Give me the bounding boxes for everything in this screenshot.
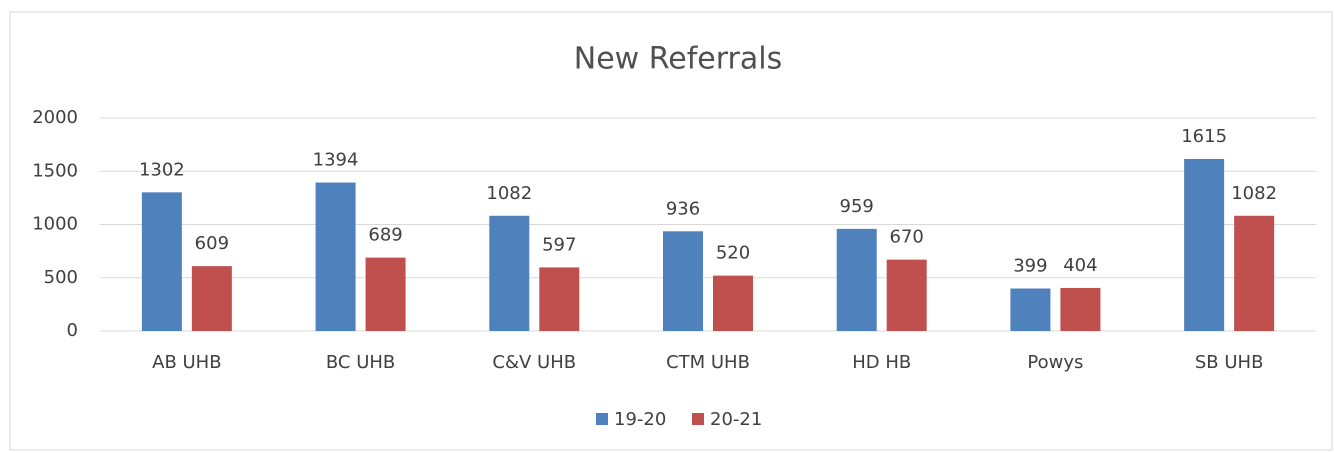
bar xyxy=(886,259,927,331)
bar xyxy=(663,231,703,331)
legend-label: 20-21 xyxy=(710,409,762,430)
chart-title: New Referrals xyxy=(574,42,782,77)
bar xyxy=(1184,159,1225,331)
x-tick-label: HD HB xyxy=(852,352,911,373)
legend-label: 19-20 xyxy=(614,409,666,430)
bar xyxy=(1060,287,1101,331)
legend-swatch xyxy=(596,413,608,425)
data-label: 1302 xyxy=(139,159,185,180)
data-label: 404 xyxy=(1063,255,1097,276)
data-label: 399 xyxy=(1013,256,1047,277)
chart-frame xyxy=(9,11,1333,451)
bar xyxy=(489,215,530,331)
y-tick-label: 500 xyxy=(44,267,78,288)
data-label: 597 xyxy=(542,234,576,255)
y-tick-label: 2000 xyxy=(32,107,78,128)
data-label: 1082 xyxy=(1231,183,1277,204)
x-tick-label: SB UHB xyxy=(1195,352,1264,373)
x-tick-label: CTM UHB xyxy=(666,352,750,373)
legend-swatch xyxy=(692,413,704,425)
data-label: 1615 xyxy=(1181,126,1227,147)
data-label: 520 xyxy=(716,243,750,264)
bar xyxy=(539,267,580,331)
y-tick-label: 0 xyxy=(67,320,78,341)
bar xyxy=(713,275,753,331)
x-tick-label: Powys xyxy=(1027,352,1083,373)
bar xyxy=(315,182,356,331)
data-label: 689 xyxy=(368,225,402,246)
bar xyxy=(191,266,232,331)
bar xyxy=(1234,215,1275,331)
bar xyxy=(836,228,877,331)
y-tick-label: 1500 xyxy=(32,160,78,181)
data-label: 959 xyxy=(840,196,874,217)
x-tick-label: BC UHB xyxy=(326,352,395,373)
x-tick-label: AB UHB xyxy=(152,352,221,373)
data-label: 609 xyxy=(195,233,229,254)
data-label: 670 xyxy=(890,227,924,248)
data-label: 936 xyxy=(666,198,700,219)
bar xyxy=(365,257,406,331)
data-label: 1394 xyxy=(313,150,359,171)
y-tick-label: 1000 xyxy=(32,214,78,235)
bar xyxy=(1010,288,1051,331)
data-label: 1082 xyxy=(486,183,532,204)
x-tick-label: C&V UHB xyxy=(492,352,576,373)
bar xyxy=(141,192,182,331)
